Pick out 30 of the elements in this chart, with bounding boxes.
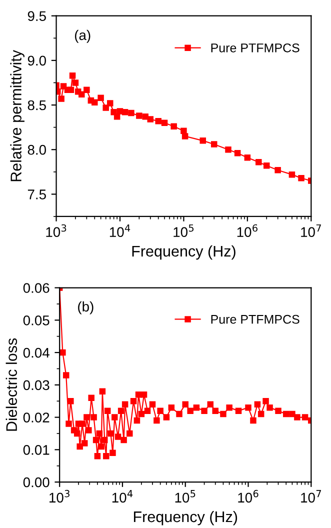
legend-label: Pure PTFMPCS — [211, 314, 300, 324]
x-tick-label: 10$^{6}$ — [237, 224, 258, 237]
y-tick-label: 0.06 — [23, 283, 50, 293]
y-tick-label: 0.00 — [23, 477, 50, 488]
y-tick-label: 0.04 — [23, 348, 50, 358]
x-tick-label: 10$^{3}$ — [50, 490, 70, 503]
y-tick-label: 0.01 — [23, 445, 50, 455]
x-tick-label: 10$^{5}$ — [175, 490, 196, 503]
x-tick-label: 10$^{4}$ — [112, 490, 133, 503]
annotation: (a) — [74, 30, 90, 43]
y-tick-label: 0.03 — [23, 380, 50, 390]
x-tick-label: 10$^{7}$ — [301, 490, 321, 503]
y-tick-label: 8.0 — [28, 144, 46, 155]
x-tick-label: 10$^{6}$ — [238, 490, 258, 503]
x-tick-label: 10$^{5}$ — [174, 224, 194, 238]
legend-label: Pure PTFMPCS — [211, 43, 300, 52]
y-axis-title: Dielectric loss — [6, 338, 18, 431]
y-tick-label: 9.5 — [28, 11, 46, 22]
x-tick-label: 10$^{3}$ — [46, 224, 66, 237]
y-tick-label: 0.05 — [23, 315, 50, 326]
y-tick-label: 0.02 — [23, 412, 50, 422]
x-tick-label: 10$^{7}$ — [301, 224, 321, 238]
annotation: (b) — [78, 301, 94, 314]
x-axis-title: Frequency (Hz) — [132, 245, 236, 260]
y-axis-title: Relative permittivity — [10, 50, 24, 182]
x-tick-label: 10$^{4}$ — [110, 224, 130, 238]
y-tick-label: 8.5 — [28, 100, 46, 110]
y-tick-label: 7.5 — [28, 190, 46, 200]
x-axis-title: Frequency (Hz) — [134, 510, 238, 526]
y-tick-label: 9.0 — [28, 56, 46, 66]
